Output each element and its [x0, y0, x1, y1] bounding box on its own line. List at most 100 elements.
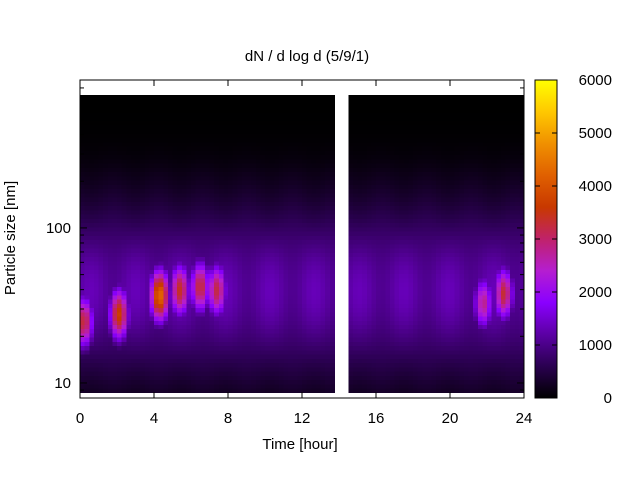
heatmap-cell: [306, 205, 312, 211]
heatmap-cell: [371, 196, 377, 202]
heatmap-cell: [306, 141, 312, 147]
heatmap-cell: [167, 230, 174, 236]
heatmap-cell: [394, 213, 400, 219]
heatmap-cell: [80, 243, 86, 249]
heatmap-cell: [278, 154, 285, 160]
heatmap-cell: [135, 179, 141, 185]
heatmap-cell: [274, 273, 280, 279]
heatmap-cell: [84, 281, 90, 287]
heatmap-cell: [144, 184, 150, 190]
heatmap-cell: [399, 120, 405, 126]
heatmap-cell: [144, 311, 150, 317]
heatmap-cell: [80, 264, 86, 270]
heatmap-cell: [98, 226, 104, 232]
heatmap-cell: [283, 162, 289, 168]
heatmap-cell: [366, 264, 372, 270]
heatmap-cell: [204, 354, 211, 359]
heatmap-cell: [385, 209, 391, 215]
heatmap-cell: [292, 303, 298, 308]
heatmap-cell: [389, 375, 396, 381]
heatmap-cell: [140, 383, 146, 389]
heatmap-cell: [292, 328, 298, 334]
heatmap-cell: [269, 133, 275, 139]
heatmap-cell: [413, 175, 419, 181]
heatmap-cell: [232, 307, 238, 313]
heatmap-cell: [163, 150, 169, 156]
heatmap-cell: [232, 320, 238, 325]
heatmap-cell: [149, 307, 155, 313]
heatmap-cell: [422, 341, 428, 347]
heatmap-cell: [172, 269, 178, 275]
heatmap-cell: [186, 95, 192, 100]
heatmap-cell: [218, 252, 224, 258]
heatmap-cell: [297, 341, 303, 347]
heatmap-cell: [89, 383, 95, 389]
heatmap-cell: [177, 277, 183, 283]
heatmap-cell: [329, 95, 335, 100]
heatmap-cell: [121, 201, 127, 207]
heatmap-cell: [80, 107, 86, 113]
heatmap-cell: [93, 375, 100, 381]
heatmap-cell: [260, 239, 266, 245]
heatmap-cell: [117, 154, 123, 160]
heatmap-cell: [283, 273, 289, 279]
heatmap-cell: [362, 358, 368, 364]
heatmap-cell: [158, 107, 164, 113]
heatmap-cell: [135, 116, 141, 122]
heatmap-cell: [195, 158, 201, 164]
heatmap-cell: [348, 218, 354, 224]
heatmap-cell: [89, 260, 95, 266]
heatmap-cell: [380, 239, 386, 245]
heatmap-cell: [135, 345, 141, 351]
heatmap-cell: [172, 303, 178, 308]
heatmap-cell: [167, 341, 174, 347]
heatmap-cell: [237, 281, 243, 287]
heatmap-cell: [376, 324, 382, 330]
heatmap-cell: [218, 235, 224, 241]
heatmap-cell: [232, 154, 238, 160]
heatmap-cell: [140, 162, 146, 168]
heatmap-cell: [255, 179, 261, 185]
heatmap-cell: [214, 358, 220, 364]
heatmap-cell: [177, 345, 183, 351]
heatmap-cell: [288, 141, 294, 147]
heatmap-cell: [417, 230, 423, 236]
heatmap-cell: [158, 222, 164, 228]
heatmap-cell: [181, 133, 187, 139]
heatmap-cell: [417, 247, 423, 253]
heatmap-cell: [399, 239, 405, 245]
heatmap-cell: [107, 315, 113, 321]
heatmap-cell: [274, 315, 280, 321]
heatmap-cell: [191, 188, 197, 194]
heatmap-cell: [297, 120, 303, 126]
heatmap-cell: [172, 141, 178, 147]
heatmap-cell: [246, 196, 252, 202]
heatmap-cell: [140, 184, 146, 190]
heatmap-cell: [408, 362, 414, 368]
heatmap-cell: [172, 196, 178, 202]
heatmap-cell: [158, 162, 164, 168]
heatmap-cell: [172, 247, 178, 253]
heatmap-cell: [93, 162, 100, 168]
heatmap-cell: [352, 192, 359, 198]
heatmap-cell: [246, 162, 252, 168]
heatmap-cell: [302, 294, 308, 300]
heatmap-cell: [223, 362, 229, 368]
heatmap-cell: [288, 320, 294, 325]
heatmap-cell: [366, 218, 372, 224]
heatmap-cell: [204, 196, 211, 202]
heatmap-cell: [181, 379, 187, 385]
heatmap-cell: [260, 129, 266, 134]
heatmap-cell: [140, 349, 146, 355]
heatmap-cell: [315, 247, 322, 253]
heatmap-cell: [274, 320, 280, 325]
heatmap-cell: [218, 379, 224, 385]
heatmap-cell: [329, 129, 335, 134]
heatmap-cell: [167, 167, 174, 173]
heatmap-cell: [389, 286, 396, 292]
heatmap-cell: [246, 362, 252, 368]
heatmap-cell: [413, 205, 419, 211]
heatmap-cell: [278, 383, 285, 389]
heatmap-cell: [288, 315, 294, 321]
heatmap-cell: [297, 230, 303, 236]
